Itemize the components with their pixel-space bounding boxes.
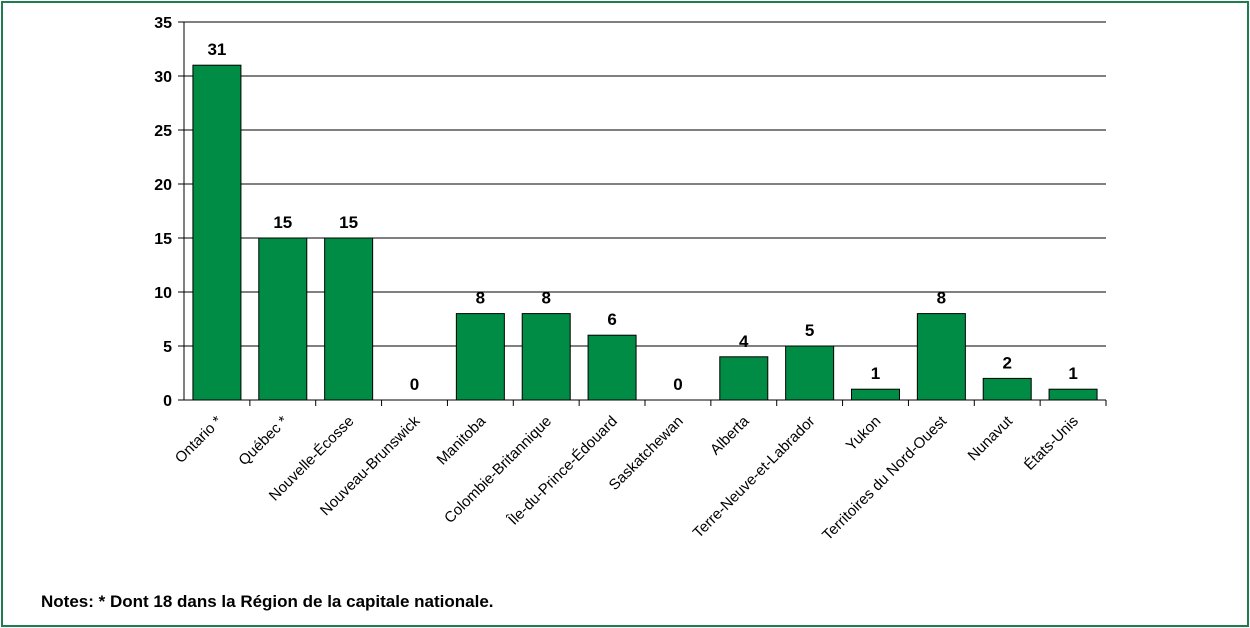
data-label: 15 [339, 213, 358, 232]
category-label: Nunavut [965, 412, 1017, 464]
bar [916, 313, 966, 401]
data-label: 1 [871, 364, 880, 383]
bar [1048, 388, 1098, 401]
data-label: 0 [410, 375, 419, 394]
y-tick-label: 20 [154, 177, 172, 194]
category-label: Colombie-Britannique [441, 413, 555, 527]
data-label: 1 [1068, 364, 1077, 383]
data-label: 5 [805, 321, 814, 340]
category-label: Île-du-Prince-Édouard [504, 413, 620, 529]
gridlines [184, 21, 1106, 347]
bar [851, 388, 900, 401]
y-tick-label: 25 [154, 123, 172, 140]
y-tick-label: 30 [154, 69, 172, 86]
category-label: Manitoba [434, 412, 490, 468]
bar [785, 345, 835, 401]
data-label: 6 [607, 310, 616, 329]
category-label: Alberta [707, 412, 753, 458]
y-tick-label: 0 [163, 393, 172, 410]
data-labels: 31 15 15 0 8 8 6 0 4 5 1 8 2 1 [207, 40, 1077, 394]
data-label: 8 [937, 289, 946, 308]
y-tick-label: 15 [154, 231, 172, 248]
bar [258, 237, 308, 401]
bar [521, 313, 571, 401]
data-label: 8 [476, 289, 485, 308]
bar [192, 64, 242, 401]
chart-note: Notes: * Dont 18 dans la Région de la ca… [41, 592, 494, 611]
bar [587, 334, 637, 401]
category-label: Yukon [843, 413, 885, 455]
data-label: 8 [541, 289, 550, 308]
category-label: Québec * [235, 413, 291, 469]
bar [455, 313, 505, 401]
data-label: 0 [673, 375, 682, 394]
bar [324, 237, 374, 401]
category-labels: Ontario * Québec *Nouvelle-ÉcosseNouveau-… [172, 412, 1082, 544]
category-label: Terre-Neuve-et-Labrador [690, 413, 819, 542]
category-label: Ontario * [172, 413, 226, 467]
category-label: Territoires du Nord-Ouest [819, 412, 951, 544]
data-label: 2 [1002, 353, 1011, 372]
bars [192, 64, 1098, 401]
data-label: 4 [739, 332, 749, 351]
category-label: États-Unis [1021, 413, 1082, 474]
bar [719, 356, 769, 401]
data-label: 15 [273, 213, 292, 232]
y-tick-label: 10 [154, 285, 172, 302]
bar [982, 377, 1032, 401]
y-tick-label: 35 [154, 15, 172, 32]
data-label: 31 [207, 40, 226, 59]
y-tick-label: 5 [163, 339, 172, 356]
